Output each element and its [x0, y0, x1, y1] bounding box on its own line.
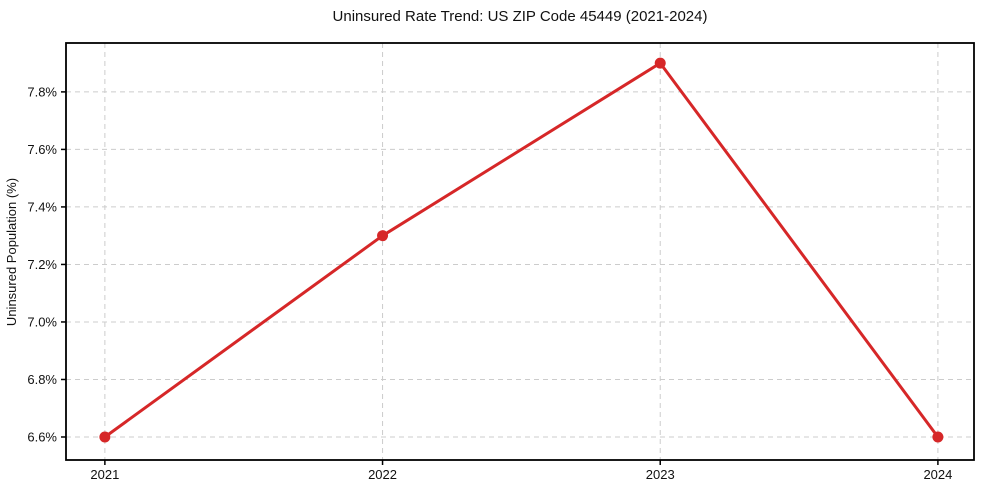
data-point: [654, 57, 666, 69]
y-tick-label: 6.8%: [27, 372, 57, 387]
gridlines: [66, 43, 974, 460]
y-tick-label: 7.0%: [27, 314, 57, 329]
x-tick-label: 2022: [368, 467, 397, 482]
data-point: [932, 431, 944, 443]
y-tick-label: 7.6%: [27, 142, 57, 157]
data-point: [377, 230, 389, 242]
y-tick-label: 7.2%: [27, 257, 57, 272]
y-tick-label: 7.8%: [27, 84, 57, 99]
y-tick-label: 7.4%: [27, 199, 57, 214]
x-tick-label: 2021: [90, 467, 119, 482]
axis-tick-labels: 6.6% 6.8% 7.0% 7.2% 7.4% 7.6% 7.8% 2021 2022 2023…: [27, 84, 952, 482]
chart-title: Uninsured Rate Trend: US ZIP Code 45449 …: [333, 8, 708, 25]
x-tick-label: 2024: [923, 467, 952, 482]
y-axis-label: Uninsured Population (%): [4, 178, 19, 326]
plot-border: [65, 42, 975, 461]
x-tick-label: 2023: [646, 467, 675, 482]
data-point: [99, 431, 111, 443]
series-layer: [99, 57, 944, 443]
trend-line: [103, 61, 940, 439]
axis-tick-marks: [61, 91, 939, 465]
y-tick-label: 6.6%: [27, 429, 57, 444]
